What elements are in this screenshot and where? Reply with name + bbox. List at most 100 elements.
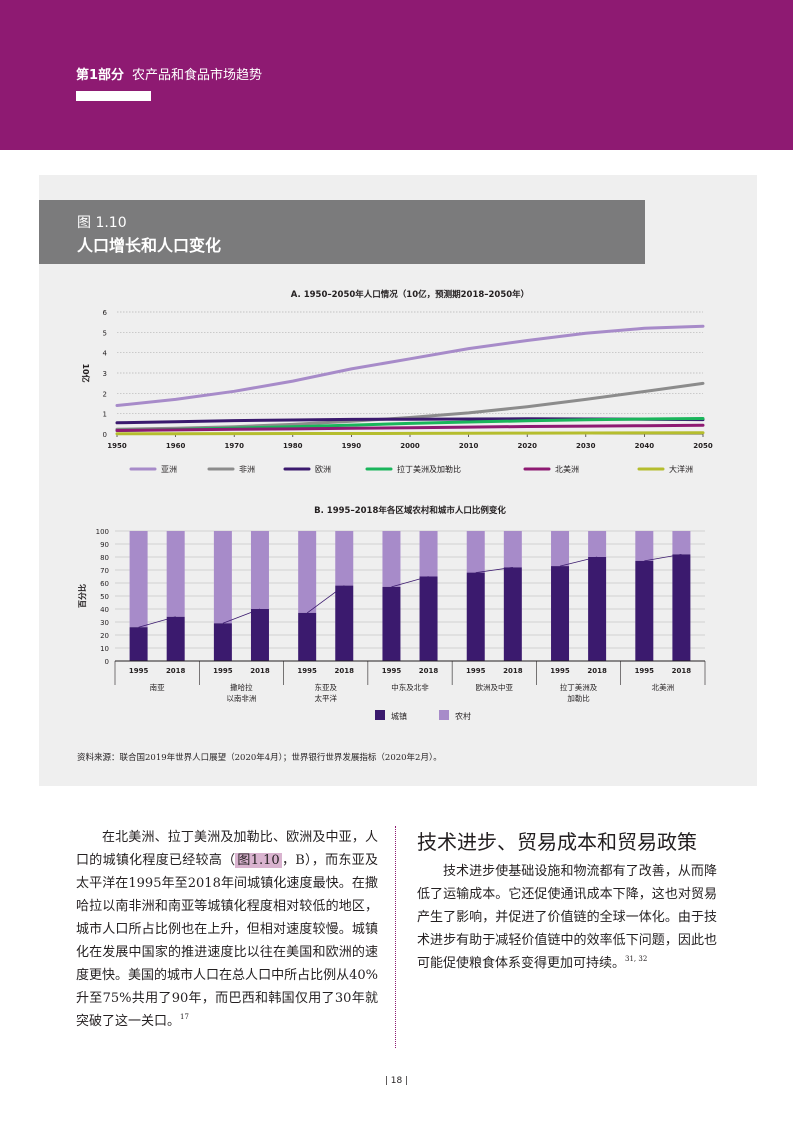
bar-rural-撒哈拉以南非洲-2018 bbox=[250, 531, 269, 609]
chart-a-y-tick: 0 bbox=[103, 431, 107, 439]
chart-b-y-tick: 100 bbox=[96, 528, 109, 536]
bar-rural-欧洲及中亚-2018 bbox=[503, 531, 522, 568]
bar-urban-北美洲-1995 bbox=[635, 560, 654, 661]
chart-a-x-tick: 2000 bbox=[400, 442, 420, 450]
legend-label-非洲: 非洲 bbox=[239, 464, 255, 474]
figure-title: 人口增长和人口变化 bbox=[77, 236, 222, 255]
bar-rural-撒哈拉以南非洲-1995 bbox=[213, 531, 232, 624]
chart-a-y-tick: 3 bbox=[103, 370, 107, 378]
chart-b-y-tick: 20 bbox=[100, 632, 109, 640]
chart-b-x-tick: 2018 bbox=[587, 667, 607, 675]
figure-reference-link[interactable]: 图1.10 bbox=[235, 853, 282, 868]
header-accent-bar bbox=[76, 91, 151, 101]
bar-rural-南亚-1995 bbox=[129, 531, 148, 628]
chart-b-group-label: 加勒比 bbox=[567, 693, 590, 703]
chart-a-x-tick: 1950 bbox=[107, 442, 127, 450]
bar-urban-北美洲-2018 bbox=[672, 554, 691, 661]
chart-a-title: A. 1950–2050年人口情况（10亿，预测期2018–2050年） bbox=[291, 289, 529, 300]
legend-label-城镇: 城镇 bbox=[391, 711, 407, 721]
chart-a-y-tick: 4 bbox=[103, 350, 108, 358]
chart-b-group-label: 太平洋 bbox=[314, 693, 337, 703]
chart-b-group-label: 欧洲及中亚 bbox=[476, 682, 514, 692]
figure-panel: 图 1.10 人口增长和人口变化 A. 1950–2050年人口情况（10亿，预… bbox=[39, 175, 757, 786]
bar-rural-欧洲及中亚-1995 bbox=[466, 531, 485, 573]
series-line-大洋洲 bbox=[115, 431, 705, 436]
chart-a-x-tick: 1960 bbox=[166, 442, 186, 450]
chart-b-y-tick: 40 bbox=[100, 606, 109, 614]
bar-urban-东亚及太平洋-1995 bbox=[298, 612, 317, 661]
chart-a-y-tick: 2 bbox=[103, 390, 107, 398]
chart-a-x-tick: 2010 bbox=[459, 442, 479, 450]
column-divider bbox=[395, 826, 396, 1048]
chart-b-x-tick: 1995 bbox=[635, 667, 655, 675]
chart-b-x-tick: 1995 bbox=[466, 667, 486, 675]
chart-b-x-tick: 2018 bbox=[419, 667, 439, 675]
chart-b-title: B. 1995–2018年各区域农村和城市人口比例变化 bbox=[314, 505, 506, 516]
chart-a-y-tick: 6 bbox=[103, 309, 108, 317]
left-paragraph: 在北美洲、拉丁美洲及加勒比、欧洲及中亚，人口的城镇化程度已经较高（ 图1.10 ，B… bbox=[76, 826, 378, 1033]
bar-rural-中东及北非-2018 bbox=[419, 531, 438, 577]
chart-a-x-tick: 2040 bbox=[635, 442, 655, 450]
chart-b-group-label: 东亚及 bbox=[314, 682, 337, 692]
section-heading: 技术进步、贸易成本和贸易政策 bbox=[417, 830, 697, 854]
chart-b-y-label: 百分比 bbox=[77, 584, 87, 608]
footnote-31-32: 31, 32 bbox=[625, 955, 648, 963]
left-column: 在北美洲、拉丁美洲及加勒比、欧洲及中亚，人口的城镇化程度已经较高（ 图1.10 ，B… bbox=[76, 826, 378, 1033]
chart-b-group-label: 撒哈拉 bbox=[230, 682, 253, 692]
chart-a-y-tick: 1 bbox=[103, 411, 107, 419]
bar-rural-南亚-2018 bbox=[166, 531, 185, 617]
legend-label-大洋洲: 大洋洲 bbox=[669, 464, 693, 474]
chart-b-group-label: 北美洲 bbox=[652, 682, 675, 692]
chart-b-x-tick: 2018 bbox=[250, 667, 270, 675]
chart-a-x-tick: 2050 bbox=[693, 442, 713, 450]
bar-urban-拉丁美洲及加勒比-2018 bbox=[588, 557, 607, 661]
bar-urban-欧洲及中亚-1995 bbox=[466, 572, 485, 661]
chart-b-x-tick: 1995 bbox=[550, 667, 570, 675]
legend-label-亚洲: 亚洲 bbox=[161, 465, 177, 474]
chart-a-x-tick: 2030 bbox=[576, 442, 596, 450]
section-name: 农产品和食品市场趋势 bbox=[132, 68, 263, 83]
chart-b-y-tick: 10 bbox=[100, 645, 109, 653]
connector-line-中东及北非 bbox=[391, 576, 429, 588]
legend-label-北美洲: 北美洲 bbox=[555, 464, 579, 474]
connector-line-北美洲 bbox=[644, 554, 682, 562]
bar-urban-中东及北非-1995 bbox=[382, 586, 401, 661]
bar-urban-中东及北非-2018 bbox=[419, 576, 438, 661]
chart-a-x-tick: 1990 bbox=[342, 442, 362, 450]
bar-rural-拉丁美洲及加勒比-2018 bbox=[588, 531, 607, 557]
chart-b-group-label: 南亚 bbox=[150, 682, 165, 692]
bar-rural-北美洲-2018 bbox=[672, 531, 691, 555]
left-text-1: 在北美洲、拉丁美洲及加勒比、欧洲及中亚，人口的城镇化程度已经较高（ bbox=[76, 830, 378, 868]
series-line-北美洲 bbox=[115, 423, 705, 432]
chart-b-x-tick: 1995 bbox=[297, 667, 317, 675]
section-title: 第1部分 农产品和食品市场趋势 bbox=[76, 64, 262, 83]
chart-b-x-tick: 2018 bbox=[166, 667, 186, 675]
legend-label-农村: 农村 bbox=[455, 711, 471, 721]
chart-b-y-tick: 60 bbox=[100, 580, 109, 588]
chart-b-x-tick: 1995 bbox=[213, 667, 233, 675]
chart-b-y-tick: 0 bbox=[105, 658, 109, 666]
bar-urban-撒哈拉以南非洲-1995 bbox=[213, 623, 232, 661]
bar-urban-欧洲及中亚-2018 bbox=[503, 567, 522, 661]
bar-urban-撒哈拉以南非洲-2018 bbox=[250, 609, 269, 661]
chart-b-group-label: 拉丁美洲及 bbox=[560, 682, 598, 692]
connector-line-撒哈拉以南非洲 bbox=[222, 608, 261, 624]
chart-b-y-tick: 90 bbox=[100, 541, 109, 549]
footnote-17: 17 bbox=[180, 1013, 189, 1021]
chart-a-x-tick: 1980 bbox=[283, 442, 303, 450]
chart-a-x-tick: 2020 bbox=[517, 442, 537, 450]
page-header: 第1部分 农产品和食品市场趋势 bbox=[0, 0, 793, 150]
bar-rural-拉丁美洲及加勒比-1995 bbox=[551, 531, 570, 567]
right-text: 技术进步使基础设施和物流都有了改善，从而降低了运输成本。它还促使通讯成本下降，这… bbox=[417, 864, 717, 971]
chart-a-y-tick: 5 bbox=[103, 329, 107, 337]
chart-b-x-tick: 2018 bbox=[672, 667, 692, 675]
chart-a-y-label: 10亿 bbox=[81, 363, 91, 382]
connector-line-东亚及太平洋 bbox=[306, 585, 345, 614]
chart-b-group-label: 以南非洲 bbox=[226, 693, 256, 703]
bar-rural-东亚及太平洋-2018 bbox=[335, 531, 354, 586]
series-line-亚洲 bbox=[115, 324, 705, 407]
chart-b-group-label: 中东及北非 bbox=[391, 682, 429, 692]
left-text-2: ，B），而东亚及太平洋在1995年至2018年间城镇化速度最快。在撒哈拉以南非洲… bbox=[76, 853, 378, 1029]
chart-b-y-tick: 70 bbox=[100, 567, 109, 575]
bar-rural-北美洲-1995 bbox=[635, 531, 654, 561]
